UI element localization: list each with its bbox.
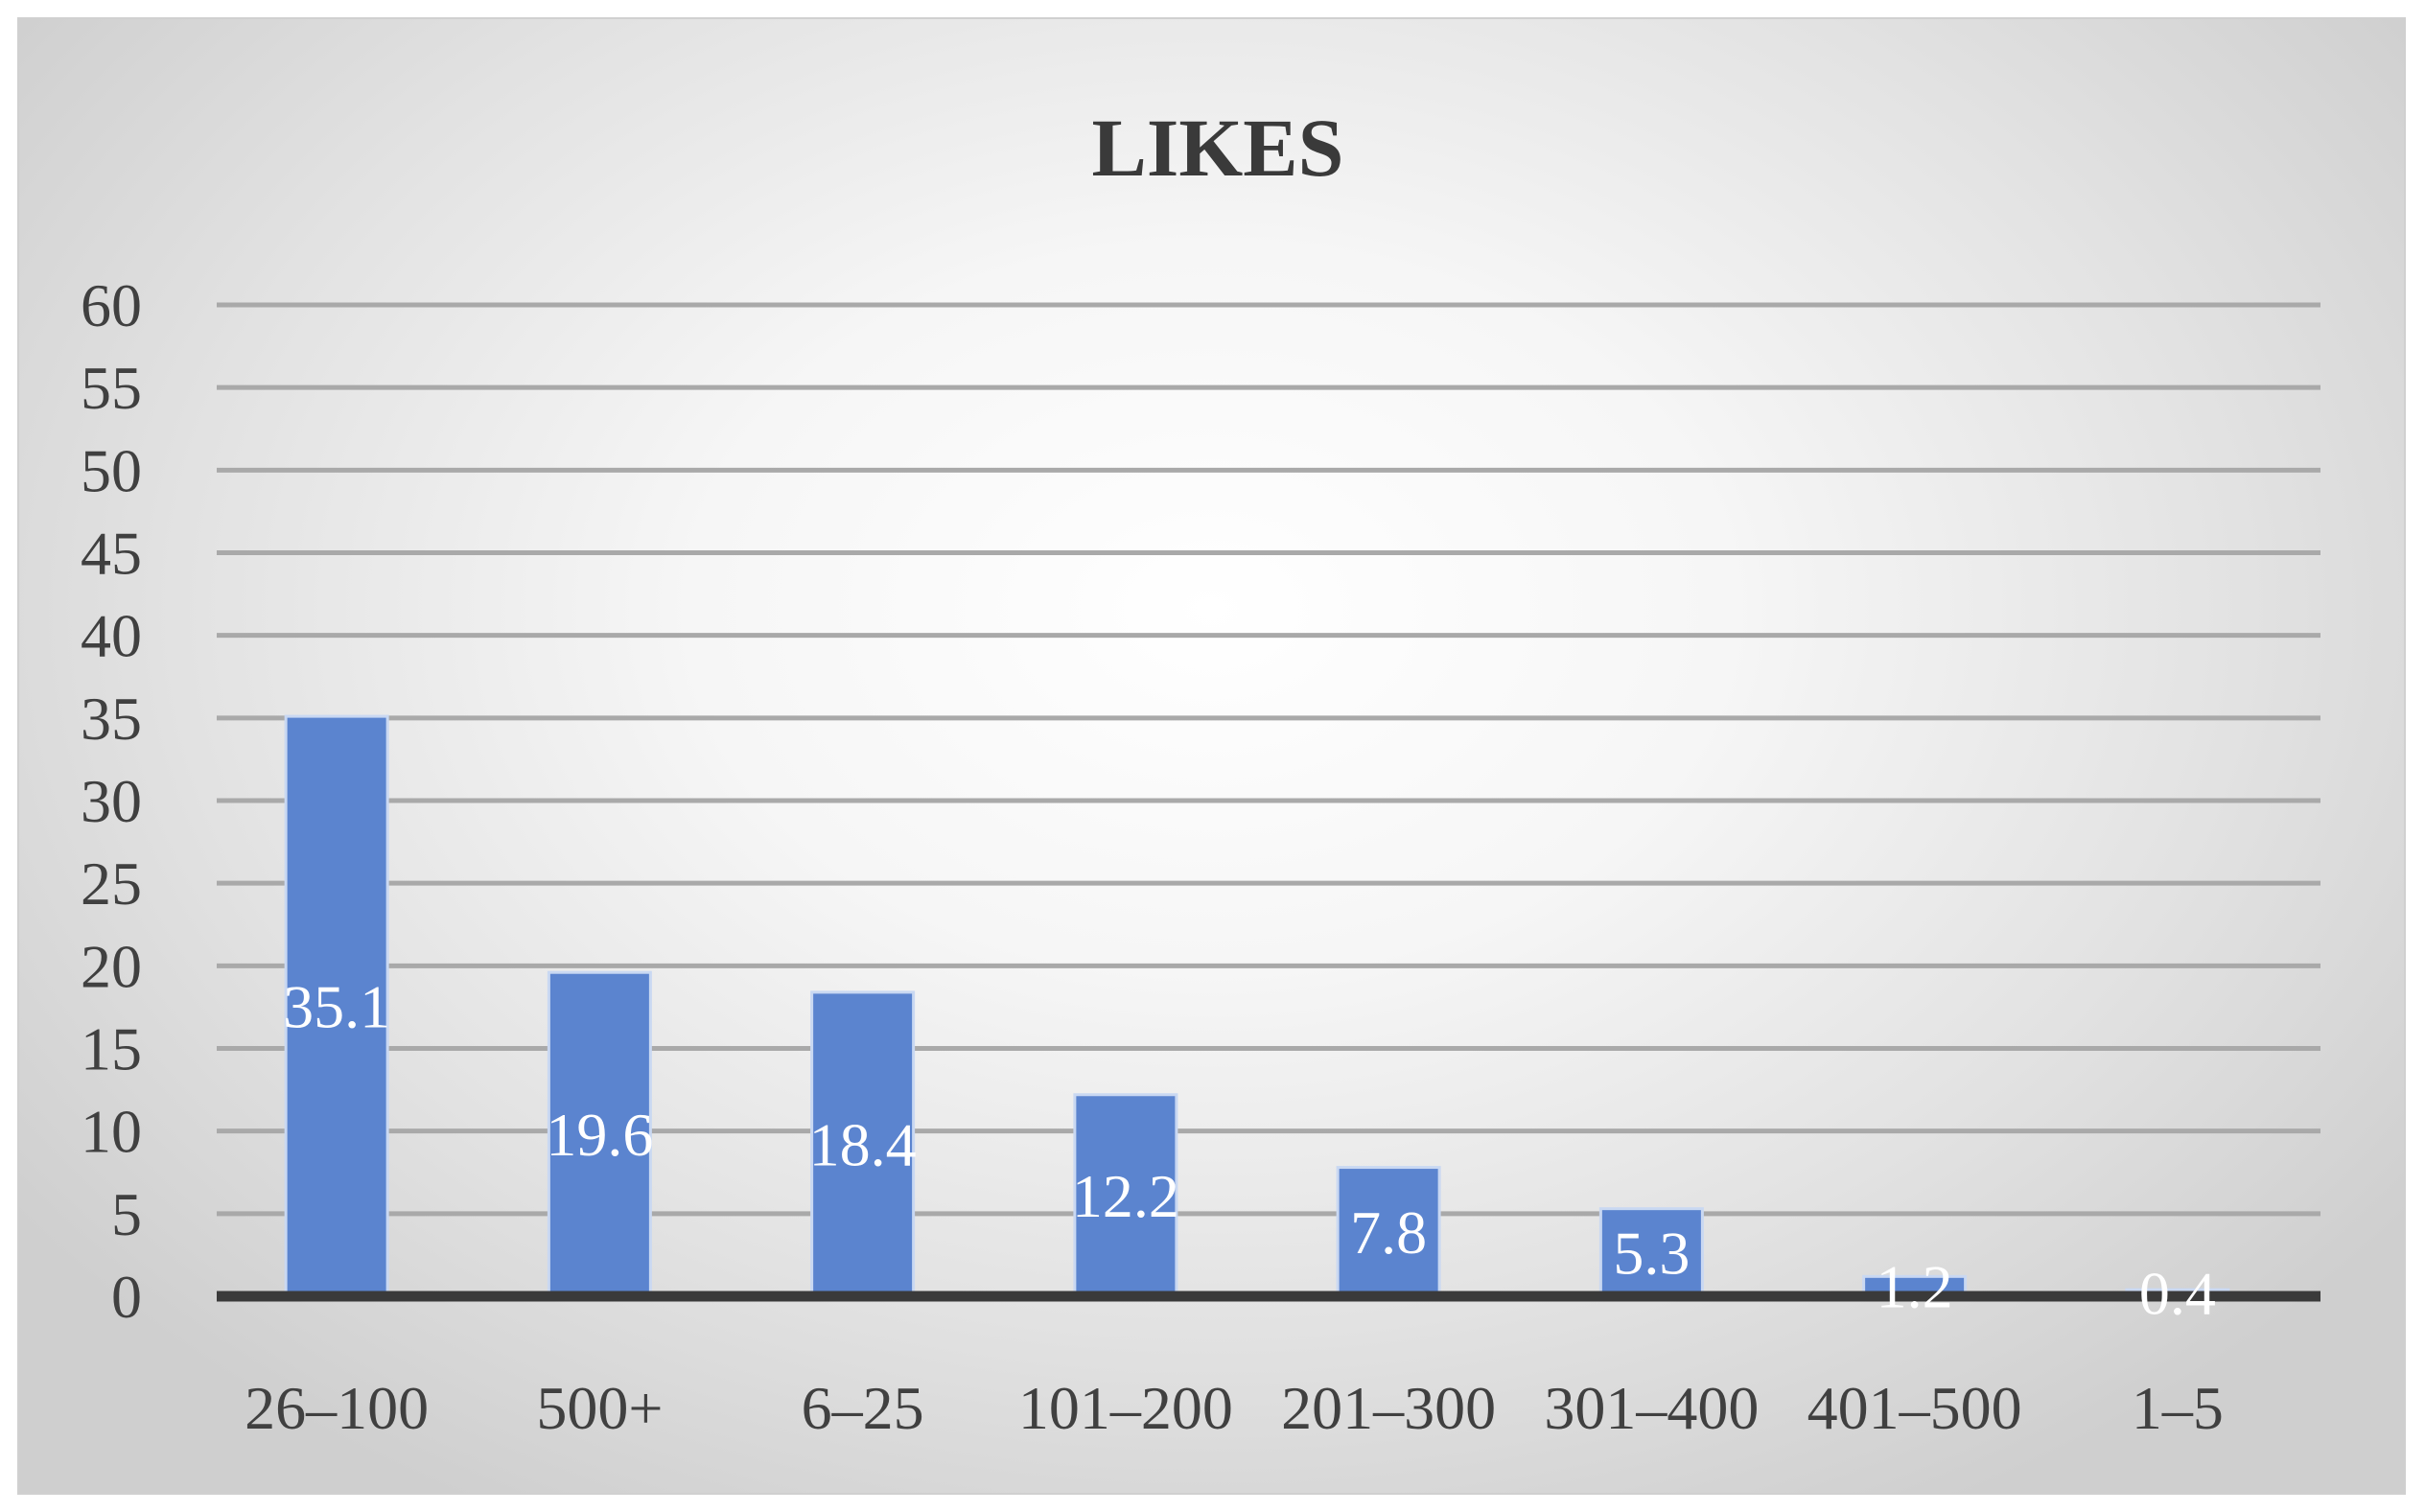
gridlines bbox=[217, 302, 2320, 1217]
y-tick-label: 55 bbox=[81, 354, 142, 422]
y-tick-label: 35 bbox=[81, 685, 142, 753]
bars bbox=[284, 714, 2230, 1298]
y-tick-label: 10 bbox=[81, 1098, 142, 1166]
y-axis-ticks: 0 5 10 15 20 25 30 35 40 45 50 55 60 bbox=[81, 271, 142, 1331]
x-tick-label: 301–400 bbox=[1544, 1374, 1759, 1442]
y-tick-label: 45 bbox=[81, 520, 142, 588]
x-tick-label: 26–100 bbox=[245, 1374, 429, 1442]
data-label: 1.2 bbox=[1877, 1253, 1953, 1321]
data-label: 0.4 bbox=[2139, 1260, 2216, 1328]
data-label: 5.3 bbox=[1613, 1219, 1690, 1287]
bar bbox=[547, 970, 652, 1298]
x-tick-label: 6–25 bbox=[802, 1374, 924, 1442]
y-tick-label: 5 bbox=[111, 1180, 142, 1248]
data-label: 19.6 bbox=[546, 1101, 653, 1169]
x-axis-ticks: 26–100 500+ 6–25 101–200 201–300 301–400 401–5… bbox=[245, 1374, 2224, 1442]
data-label: 7.8 bbox=[1350, 1198, 1427, 1267]
data-label: 12.2 bbox=[1072, 1162, 1179, 1230]
chart-title: LIKES bbox=[1092, 102, 1344, 194]
y-tick-label: 30 bbox=[81, 767, 142, 835]
bar bbox=[1598, 1207, 1704, 1298]
x-tick-label: 1–5 bbox=[2132, 1374, 2224, 1442]
bar bbox=[284, 714, 389, 1298]
y-tick-label: 40 bbox=[81, 602, 142, 670]
data-label: 18.4 bbox=[809, 1110, 917, 1178]
y-tick-label: 50 bbox=[81, 436, 142, 504]
data-labels: 35.1 19.6 18.4 12.2 7.8 5.3 1.2 0.4 bbox=[283, 973, 2216, 1328]
chart-frame bbox=[17, 17, 2406, 1495]
x-tick-label: 101–200 bbox=[1018, 1374, 1233, 1442]
y-tick-label: 0 bbox=[111, 1263, 142, 1331]
y-tick-label: 25 bbox=[81, 849, 142, 918]
bar bbox=[810, 990, 916, 1298]
x-tick-label: 201–300 bbox=[1281, 1374, 1496, 1442]
data-label: 35.1 bbox=[283, 973, 390, 1041]
x-tick-label: 401–500 bbox=[1807, 1374, 2022, 1442]
y-tick-label: 20 bbox=[81, 932, 142, 1000]
y-tick-label: 60 bbox=[81, 271, 142, 339]
x-tick-label: 500+ bbox=[536, 1374, 663, 1442]
y-tick-label: 15 bbox=[81, 1015, 142, 1083]
